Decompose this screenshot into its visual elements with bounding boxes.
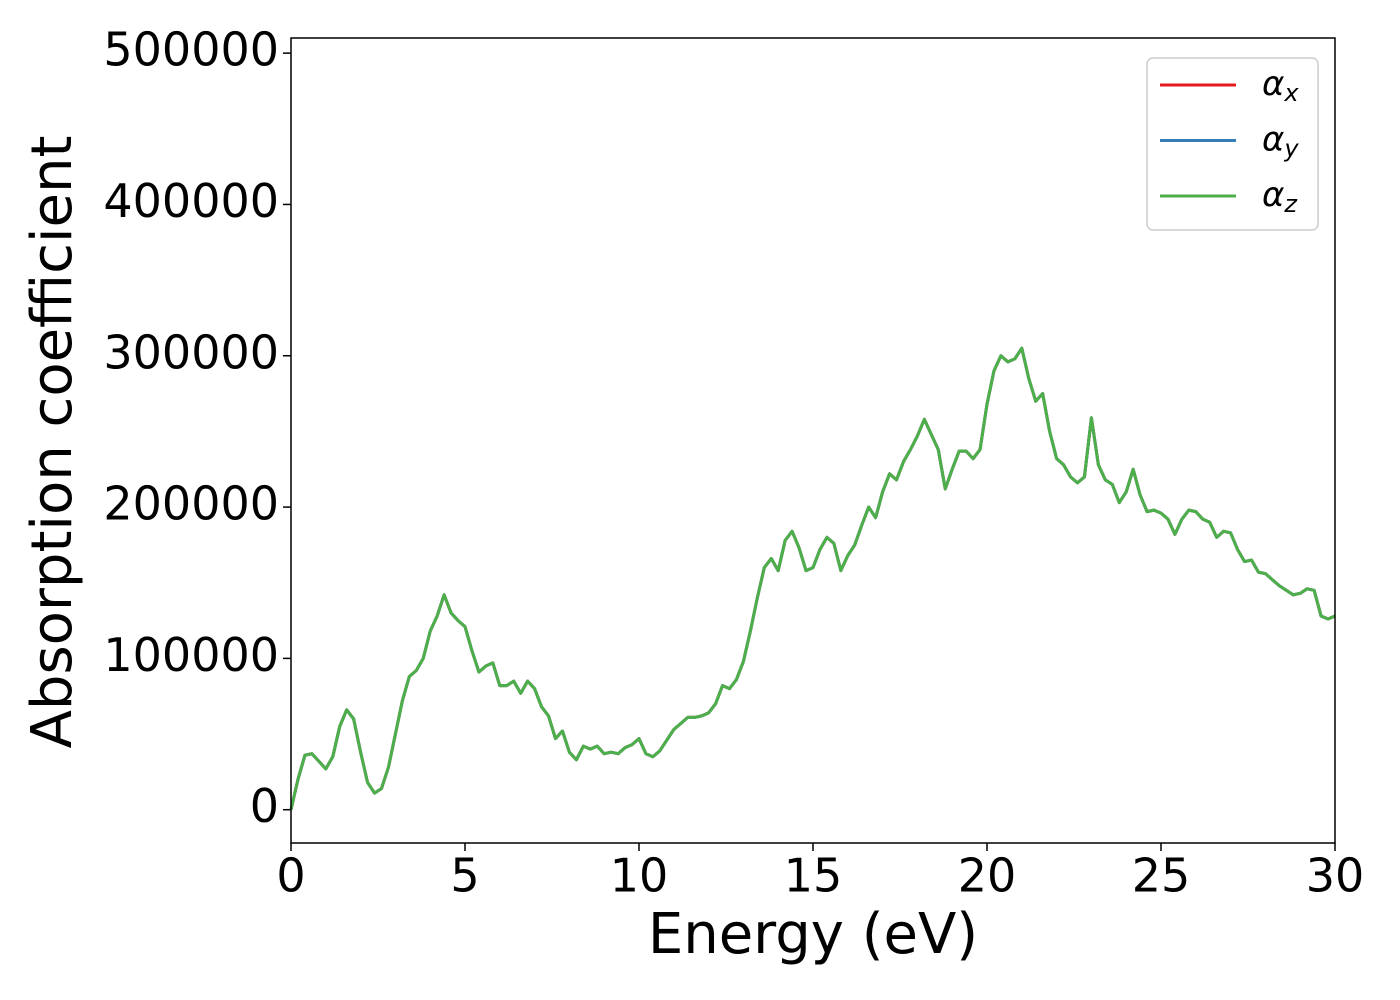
y-tick-label: 200000 xyxy=(103,477,279,531)
y-tick-label: 100000 xyxy=(103,628,279,682)
x-tick-label: 30 xyxy=(1306,849,1365,903)
x-tick-label: 5 xyxy=(450,849,479,903)
series-line xyxy=(289,346,1336,811)
series-line xyxy=(289,346,1336,811)
x-axis-label: Energy (eV) xyxy=(648,902,978,967)
legend-label: αy xyxy=(1262,119,1299,163)
y-tick-label: 400000 xyxy=(103,174,279,228)
y-tick-label: 300000 xyxy=(103,325,279,379)
y-tick-label: 500000 xyxy=(103,23,279,77)
x-tick-label: 10 xyxy=(610,849,669,903)
x-tick-label: 25 xyxy=(1132,849,1191,903)
x-tick-label: 15 xyxy=(784,849,843,903)
legend-box xyxy=(1146,57,1319,231)
plot-frame xyxy=(290,37,1336,844)
legend-label: αx xyxy=(1262,64,1299,108)
y-axis-label: Absorption coefficient xyxy=(20,136,85,749)
x-tick-label: 20 xyxy=(958,849,1017,903)
x-tick-label: 0 xyxy=(276,849,305,903)
series-line xyxy=(289,346,1336,811)
legend-label: αz xyxy=(1262,175,1298,219)
legend: αx αy αz xyxy=(1146,57,1319,231)
y-tick-label: 0 xyxy=(250,779,279,833)
